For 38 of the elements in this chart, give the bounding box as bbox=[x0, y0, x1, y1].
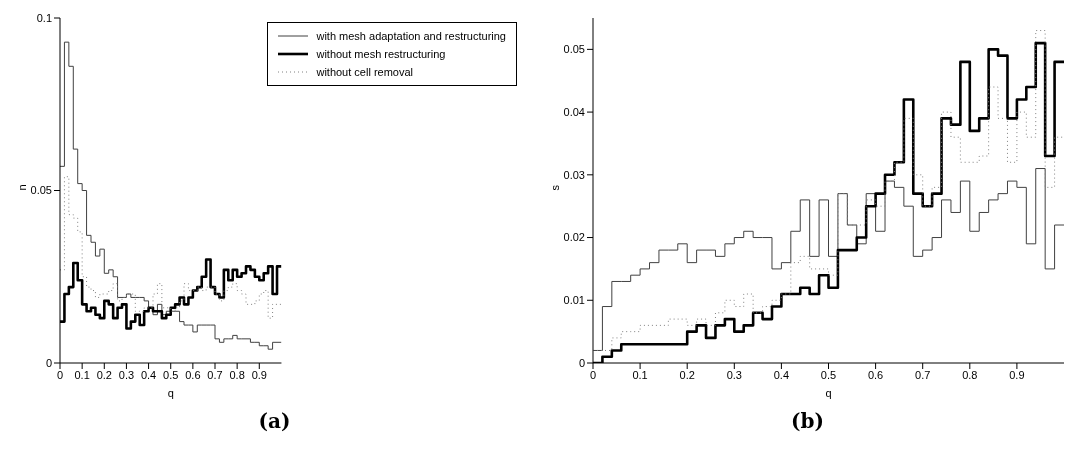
x-tick-label: 0.8 bbox=[962, 368, 978, 381]
legend-label: without cell removal bbox=[316, 65, 414, 80]
y-tick-label: 0.05 bbox=[30, 184, 52, 197]
x-tick-label: 0.6 bbox=[867, 368, 884, 381]
y-tick-label: 0.01 bbox=[563, 294, 585, 307]
x-tick-label: 0.2 bbox=[679, 368, 695, 381]
y-axis-title: s bbox=[548, 184, 561, 191]
x-tick-label: 0.3 bbox=[118, 368, 135, 381]
legend-label: without mesh restructuring bbox=[316, 47, 446, 62]
x-tick-label: 0.8 bbox=[229, 368, 245, 381]
x-tick-label: 0.9 bbox=[251, 368, 267, 381]
y-tick-label: 0.05 bbox=[563, 43, 585, 56]
y-axis-title: n bbox=[15, 184, 28, 191]
x-tick-label: 0.5 bbox=[163, 368, 179, 381]
y-tick-label: 0 bbox=[45, 356, 52, 369]
y-tick-label: 0.03 bbox=[563, 168, 585, 181]
x-tick-label: 0 bbox=[589, 368, 597, 381]
x-tick-label: 0.7 bbox=[207, 368, 223, 381]
x-axis-title: q bbox=[825, 387, 832, 399]
x-tick-label: 0.4 bbox=[140, 368, 157, 381]
x-axis-title: q bbox=[167, 387, 174, 399]
x-tick-label: 0.4 bbox=[773, 368, 790, 381]
y-tick-label: 0.04 bbox=[563, 106, 585, 118]
text: (b) bbox=[791, 409, 824, 433]
y-tick-label: 0.1 bbox=[36, 11, 52, 24]
x-tick-label: 0.9 bbox=[1009, 368, 1025, 381]
legend-label: with mesh adaptation and restructuring bbox=[316, 29, 506, 44]
x-tick-label: 0.7 bbox=[915, 368, 931, 381]
x-tick-label: 0 bbox=[56, 368, 64, 381]
x-tick-label: 0.1 bbox=[74, 368, 90, 381]
x-tick-label: 0.2 bbox=[96, 368, 112, 381]
y-tick-label: 0 bbox=[578, 356, 585, 369]
x-tick-label: 0.5 bbox=[820, 368, 837, 381]
y-tick-label: 0.02 bbox=[563, 231, 585, 244]
text: (a) bbox=[258, 409, 291, 433]
x-tick-label: 0.3 bbox=[726, 368, 742, 381]
x-tick-label: 0.1 bbox=[632, 368, 648, 381]
x-tick-label: 0.6 bbox=[185, 368, 201, 381]
